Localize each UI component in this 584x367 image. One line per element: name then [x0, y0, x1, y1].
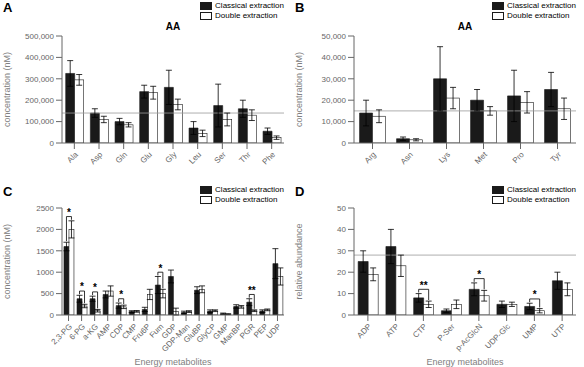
- svg-text:0: 0: [342, 310, 347, 319]
- svg-text:Phe: Phe: [261, 150, 278, 167]
- svg-text:PEP: PEP: [252, 321, 270, 340]
- svg-text:ManBP: ManBP: [218, 321, 244, 347]
- html-text:C: C: [3, 183, 13, 199]
- svg-text:PGR: PGR: [238, 321, 257, 341]
- svg-text:Energy metabolites: Energy metabolites: [426, 357, 504, 367]
- svg-text:1500: 1500: [36, 246, 54, 255]
- html-text:AA: AA: [165, 21, 181, 32]
- svg-text:Gln: Gln: [114, 150, 129, 165]
- svg-text:Thr: Thr: [238, 150, 253, 165]
- svg-text:Asp: Asp: [88, 150, 105, 167]
- svg-text:*: *: [158, 262, 162, 273]
- svg-text:*: *: [119, 289, 123, 300]
- svg-text:Fum: Fum: [147, 321, 166, 340]
- svg-text:CDP: CDP: [107, 321, 127, 340]
- svg-text:1000: 1000: [36, 268, 54, 277]
- html-text:AA: AA: [457, 21, 473, 32]
- svg-text:**: **: [248, 284, 256, 295]
- svg-text:concentration (nM): concentration (nM): [8, 223, 12, 298]
- svg-text:Asn: Asn: [399, 150, 415, 166]
- svg-text:100,000: 100,000: [25, 117, 54, 126]
- svg-text:concentration (nM): concentration (nM): [294, 52, 304, 127]
- svg-text:0: 0: [342, 139, 347, 148]
- svg-text:GluBP: GluBP: [181, 321, 205, 345]
- svg-text:Met: Met: [473, 150, 489, 166]
- svg-text:**: **: [420, 279, 428, 290]
- svg-text:Ala: Ala: [65, 150, 80, 165]
- svg-text:50: 50: [337, 203, 346, 212]
- html-text:A: A: [3, 0, 13, 15]
- svg-text:*: *: [80, 281, 84, 292]
- svg-text:300,000: 300,000: [25, 75, 54, 84]
- svg-text:GMP: GMP: [211, 321, 231, 341]
- html-text:Classical extraction: Classical extraction: [507, 184, 576, 194]
- svg-text:400,000: 400,000: [25, 53, 54, 62]
- svg-text:Pro: Pro: [511, 150, 527, 166]
- html-text:Double extraction: Double extraction: [215, 194, 278, 204]
- svg-text:40,000: 40,000: [322, 53, 347, 62]
- html-text:Classical extraction: Classical extraction: [215, 1, 284, 10]
- svg-text:10: 10: [337, 289, 346, 298]
- svg-text:UDP-Glc: UDP-Glc: [483, 322, 512, 351]
- svg-text:ADP: ADP: [355, 322, 373, 340]
- svg-text:0: 0: [50, 310, 55, 319]
- svg-text:20: 20: [337, 268, 346, 277]
- svg-text:10,000: 10,000: [322, 117, 347, 126]
- html-text:Double extraction: Double extraction: [507, 194, 570, 204]
- svg-text:Leu: Leu: [187, 150, 203, 166]
- svg-text:30: 30: [337, 246, 346, 255]
- html-text:D: D: [295, 183, 305, 199]
- svg-text:2500: 2500: [36, 203, 54, 212]
- svg-text:Gly: Gly: [164, 150, 179, 165]
- svg-text:500,000: 500,000: [25, 32, 54, 41]
- html-text:Double extraction: Double extraction: [507, 11, 570, 20]
- svg-text:0: 0: [50, 139, 55, 148]
- html-text:Double extraction: Double extraction: [215, 11, 278, 20]
- svg-text:CTP: CTP: [411, 322, 429, 340]
- svg-text:p-AcGlcN: p-AcGlcN: [454, 321, 485, 352]
- svg-text:UDP: UDP: [265, 322, 283, 340]
- svg-text:concentration (nM): concentration (nM): [8, 52, 12, 127]
- svg-text:Glu: Glu: [139, 150, 154, 165]
- svg-text:20,000: 20,000: [322, 96, 347, 105]
- svg-text:CMP: CMP: [120, 321, 140, 341]
- svg-text:Tyr: Tyr: [549, 150, 563, 164]
- svg-text:*: *: [67, 208, 71, 218]
- html-text:Classical extraction: Classical extraction: [507, 1, 576, 10]
- svg-text:Lys: Lys: [437, 150, 452, 165]
- html-text:Classical extraction: Classical extraction: [215, 184, 284, 194]
- svg-text:relative abundance: relative abundance: [294, 223, 304, 299]
- svg-text:Fru6P: Fru6P: [130, 321, 153, 344]
- html-text:B: B: [295, 0, 305, 15]
- svg-text:500: 500: [41, 289, 55, 298]
- svg-text:40: 40: [337, 225, 346, 234]
- svg-text:UMP: UMP: [521, 322, 540, 341]
- svg-text:GDP: GDP: [159, 321, 179, 341]
- svg-text:*: *: [93, 282, 97, 293]
- svg-text:UTP: UTP: [550, 322, 568, 340]
- svg-text:6-PG: 6-PG: [67, 321, 87, 342]
- svg-text:a-KG: a-KG: [80, 321, 101, 342]
- svg-text:GlyCP: GlyCP: [194, 321, 218, 345]
- svg-text:Energy metabolites: Energy metabolites: [134, 357, 212, 367]
- svg-text:Ser: Ser: [213, 150, 228, 165]
- svg-text:*: *: [533, 289, 537, 300]
- svg-text:P-Ser: P-Ser: [436, 321, 457, 342]
- svg-text:Arg: Arg: [363, 150, 378, 165]
- svg-text:50,000: 50,000: [322, 32, 347, 41]
- svg-text:200,000: 200,000: [25, 96, 54, 105]
- svg-text:*: *: [477, 269, 481, 280]
- svg-text:GDP-Man: GDP-Man: [160, 321, 192, 354]
- svg-text:ATP: ATP: [384, 322, 401, 339]
- svg-text:AMP: AMP: [94, 321, 114, 341]
- svg-text:2000: 2000: [36, 225, 54, 234]
- svg-text:30,000: 30,000: [322, 75, 347, 84]
- svg-text:2,3-PG: 2,3-PG: [49, 321, 74, 346]
